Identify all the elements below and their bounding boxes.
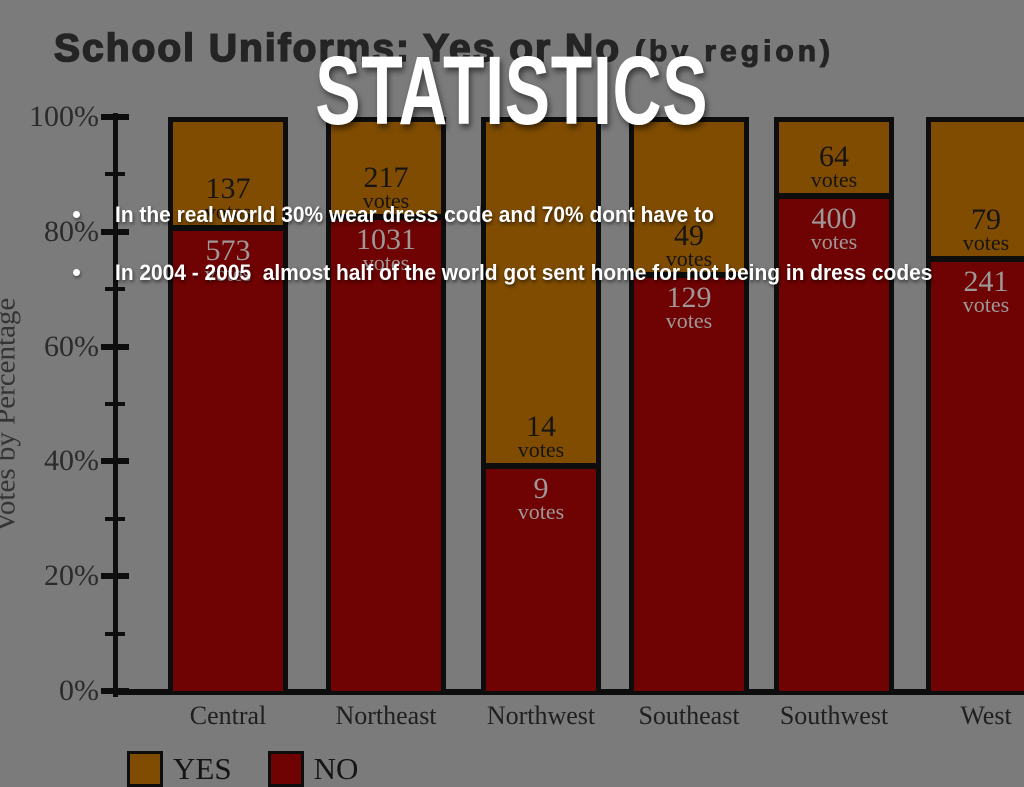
vote-unit: votes [665,308,713,333]
vote-count: 64 [819,140,849,173]
legend-item: YES [127,751,232,787]
vote-count: 137 [205,172,251,205]
yes-vote-label: 64 votes [774,140,894,192]
yes-segment [931,122,1024,256]
vote-unit: votes [962,292,1010,317]
chart-title: School Uniforms: Yes or No (by region) [53,26,835,71]
yes-segment [173,122,283,225]
vote-count: 49 [674,219,704,252]
vote-count: 1031 [356,223,416,256]
x-axis-tick-label: Northeast [335,701,437,730]
x-axis-tick-label: West [960,701,1012,730]
vote-unit: votes [204,199,252,224]
x-axis-tick-label: Southeast [638,701,740,730]
no-vote-label: 400 votes [774,202,894,254]
yes-segment [331,122,441,214]
bar-central: 137 votes 573 votes [168,117,288,691]
legend-swatch [127,751,163,787]
vote-count: 79 [971,203,1001,236]
x-axis-tick-label: Southwest [779,701,889,730]
slide-headline-wrap: STATISTICS [0,42,1024,139]
vote-unit: votes [362,250,410,275]
yes-vote-label: 14 votes [481,410,601,462]
y-axis-minor-tick [105,516,125,521]
y-axis-tick-label: 100% [29,100,99,133]
vote-count: 129 [666,281,712,314]
vote-count: 241 [963,265,1009,298]
no-segment [634,278,744,691]
no-segment [486,469,596,691]
legend-swatch [267,751,304,787]
chart-legend: YES NO [127,751,358,787]
bullet-dot [73,269,80,276]
bullet-dot [73,211,80,218]
no-segment [173,231,283,691]
y-axis-major-tick [101,688,129,694]
no-vote-label: 1031 votes [326,223,446,275]
yes-vote-label: 137 votes [168,172,288,224]
no-segment [779,199,889,691]
y-axis-major-tick [101,343,129,350]
yes-segment [634,122,744,272]
yes-segment [779,122,889,193]
vote-unit: votes [362,188,410,213]
slide-headline: STATISTICS [315,36,709,145]
bar-northeast: 217 votes 1031 votes [326,117,446,691]
chart-title-suffix: (by region) [634,34,835,68]
y-axis-major-tick [101,573,129,580]
y-axis-tick-label: 80% [44,214,99,248]
legend-label: YES [173,751,232,786]
y-axis-tick-label: 0% [59,674,99,707]
vote-count: 9 [533,472,549,505]
no-vote-label: 573 votes [168,234,288,286]
vote-count: 400 [811,202,857,235]
y-axis-minor-tick [105,631,125,636]
chart-title-main: School Uniforms: Yes or No [53,26,622,71]
y-axis-tick-label: 40% [44,444,99,478]
bar-northwest: 14 votes 9 votes [481,117,601,691]
no-segment [931,262,1024,691]
y-axis-major-tick [101,114,129,120]
vote-unit: votes [810,167,858,192]
x-axis-line [113,689,1024,695]
y-axis-tick-label: 20% [44,559,99,593]
no-vote-label: 129 votes [629,281,749,333]
vote-count: 573 [205,234,251,267]
legend-label: NO [313,751,359,786]
bar-southwest: 64 votes 400 votes [774,117,894,691]
vote-unit: votes [204,261,252,286]
no-vote-label: 241 votes [926,265,1024,317]
y-axis-minor-tick [105,172,125,177]
vote-unit: votes [962,230,1010,255]
vote-unit: votes [517,499,565,524]
bar-southeast: 49 votes 129 votes [629,117,749,691]
y-axis-major-tick [101,458,129,465]
no-vote-label: 9 votes [481,472,601,524]
y-axis-tick-label: 60% [44,329,99,363]
vote-count: 217 [363,161,409,194]
vote-unit: votes [665,246,713,271]
x-axis-tick-label: Central [189,701,267,730]
yes-vote-label: 49 votes [629,219,749,271]
yes-vote-label: 79 votes [926,203,1024,255]
vote-count: 14 [526,410,556,443]
y-axis-minor-tick [105,287,125,292]
x-axis-tick-label: Northwest [486,701,596,730]
yes-vote-label: 217 votes [326,161,446,213]
chart-background: School Uniforms: Yes or No (by region) Vo… [0,26,1024,787]
legend-item: NO [267,751,359,787]
vote-unit: votes [517,437,565,462]
yes-segment [486,122,596,463]
bar-west: 79 votes 241 votes [926,117,1024,691]
y-axis-major-tick [101,228,129,235]
no-segment [331,220,441,691]
bullet-item: In the real world 30% wear dress code an… [115,202,714,227]
bullet-item: In 2004 - 2005 almost half of the world … [115,260,933,285]
vote-unit: votes [810,229,858,254]
y-axis-minor-tick [105,402,125,406]
